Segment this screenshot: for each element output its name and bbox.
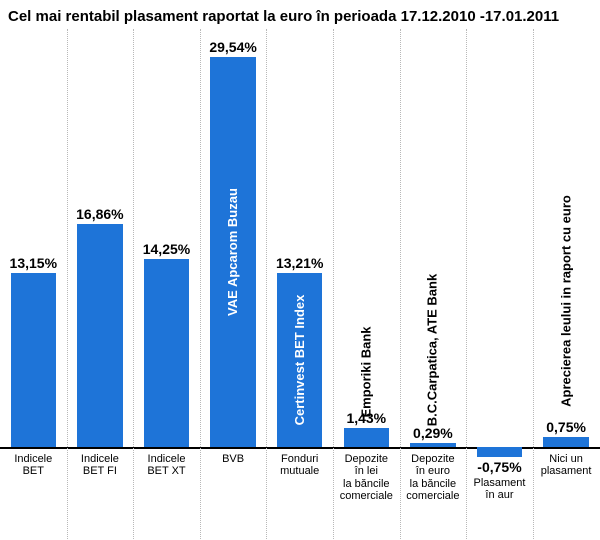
chart-column: 0,75%Aprecierea leului in raport cu euro…: [533, 29, 600, 539]
bar-value-label: -0,75%: [466, 459, 533, 475]
bar-series-label: Aprecierea leului in raport cu euro: [557, 168, 575, 433]
bar-value-label: 13,21%: [266, 255, 333, 271]
chart-column: 0,29%B.C.Carpatica, ATE BankDepoziteîn e…: [400, 29, 467, 539]
bar: [543, 437, 588, 447]
chart-column: 29,54% VAE Apcarom Buzau BVB: [200, 29, 267, 539]
chart-column: 1,43%Emporiki BankDepoziteîn leila bănci…: [333, 29, 400, 539]
bar-series-label: VAE Apcarom Buzau: [224, 185, 242, 319]
chart-title: Cel mai rentabil plasament raportat la e…: [0, 0, 600, 29]
category-label: Fondurimutuale: [266, 453, 333, 478]
category-label: Nici unplasament: [533, 453, 600, 478]
chart-plot-area: 13,15%IndiceleBET16,86%IndiceleBET FI14,…: [0, 29, 600, 539]
bar: [410, 443, 455, 447]
chart-column: 13,15% IndiceleBET: [0, 29, 67, 539]
category-label: Plasamentîn aur: [466, 477, 533, 502]
bar-series-label: B.C.Carpatica, ATE Bank: [424, 262, 442, 439]
bar-series-label: Certinvest BET Index: [291, 282, 309, 438]
chart-column: 13,21% Certinvest BET Index Fondurimutuale: [266, 29, 333, 539]
bar-value-label: 13,15%: [0, 255, 67, 271]
category-label: IndiceleBET FI: [67, 453, 134, 478]
bar-value-label: 16,86%: [67, 206, 134, 222]
bar: [477, 447, 522, 457]
bar-series-label: Emporiki Bank: [357, 319, 375, 424]
bar-value-label: 14,25%: [133, 241, 200, 257]
bar: [77, 224, 122, 447]
category-label: IndiceleBET XT: [133, 453, 200, 478]
bar: [11, 273, 56, 447]
category-label: BVB: [200, 453, 267, 465]
bar-value-label: 29,54%: [200, 39, 267, 55]
chart-column: -0,75% Plasamentîn aur: [466, 29, 533, 539]
chart-column: 14,25% IndiceleBET XT: [133, 29, 200, 539]
bar: [344, 428, 389, 447]
category-label: Depoziteîn leila băncilecomerciale: [333, 453, 400, 502]
category-label: IndiceleBET: [0, 453, 67, 478]
chart-column: 16,86% IndiceleBET FI: [67, 29, 134, 539]
bar: [144, 259, 189, 447]
category-label: Depoziteîn eurola băncilecomerciale: [400, 453, 467, 502]
